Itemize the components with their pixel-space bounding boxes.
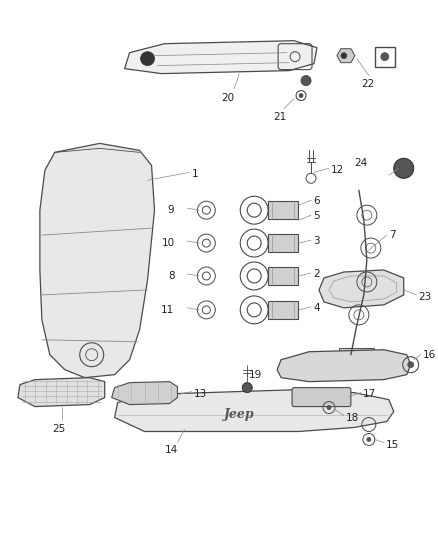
Circle shape: [381, 53, 389, 61]
Polygon shape: [277, 350, 411, 382]
FancyBboxPatch shape: [268, 267, 298, 285]
Polygon shape: [339, 348, 374, 365]
FancyBboxPatch shape: [268, 201, 298, 219]
Text: 10: 10: [161, 238, 174, 248]
FancyBboxPatch shape: [292, 387, 351, 407]
Text: 4: 4: [313, 303, 320, 313]
Text: 8: 8: [168, 271, 174, 281]
Text: 23: 23: [419, 292, 432, 302]
Circle shape: [394, 158, 414, 178]
Circle shape: [408, 362, 414, 368]
Text: 1: 1: [191, 169, 198, 179]
Text: 22: 22: [361, 78, 374, 88]
Polygon shape: [112, 382, 177, 405]
Text: 5: 5: [313, 211, 320, 221]
Polygon shape: [337, 49, 355, 63]
Polygon shape: [319, 270, 404, 308]
Text: 21: 21: [273, 112, 286, 123]
Text: 24: 24: [354, 158, 367, 168]
Text: 11: 11: [161, 305, 174, 315]
Text: 16: 16: [423, 350, 436, 360]
Text: 18: 18: [346, 413, 359, 423]
Polygon shape: [115, 390, 394, 432]
Text: 7: 7: [389, 230, 396, 240]
Polygon shape: [18, 378, 105, 407]
Circle shape: [327, 406, 331, 409]
Circle shape: [341, 53, 347, 59]
Text: 13: 13: [194, 389, 207, 399]
Text: 19: 19: [249, 370, 262, 379]
Text: 20: 20: [221, 93, 234, 102]
Polygon shape: [124, 41, 317, 74]
Text: Jeep: Jeep: [224, 408, 254, 421]
Text: 14: 14: [165, 446, 178, 455]
Text: 25: 25: [52, 424, 65, 433]
Circle shape: [242, 383, 252, 393]
Text: 6: 6: [313, 196, 320, 206]
Circle shape: [299, 94, 303, 98]
Text: 15: 15: [386, 440, 399, 450]
Polygon shape: [40, 143, 155, 378]
Circle shape: [301, 76, 311, 86]
Text: 3: 3: [313, 236, 320, 246]
Text: 9: 9: [168, 205, 174, 215]
FancyBboxPatch shape: [268, 301, 298, 319]
FancyBboxPatch shape: [268, 234, 298, 252]
Text: 17: 17: [363, 389, 376, 399]
Circle shape: [367, 438, 371, 441]
Circle shape: [141, 52, 155, 66]
Text: 12: 12: [331, 165, 344, 175]
Text: 2: 2: [313, 269, 320, 279]
